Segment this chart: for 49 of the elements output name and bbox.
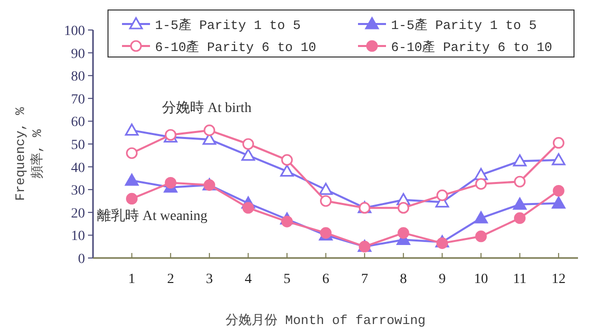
point <box>475 230 487 242</box>
y-tick-label: 50 <box>71 138 85 153</box>
legend-label: 1-5產 Parity 1 to 5 <box>391 18 537 33</box>
point <box>320 195 332 207</box>
y-tick-label: 60 <box>71 115 85 130</box>
legend-label: 1-5產 Parity 1 to 5 <box>155 18 301 33</box>
point <box>436 190 448 202</box>
point <box>241 148 255 161</box>
point <box>514 212 526 224</box>
point <box>126 192 138 205</box>
point <box>552 184 564 197</box>
point <box>436 237 448 249</box>
point <box>552 137 564 149</box>
point <box>474 211 488 224</box>
y-tick-label: 80 <box>71 70 85 85</box>
point <box>319 182 333 195</box>
x-axis-title: 分娩月份 Month of farrowing <box>225 313 426 328</box>
point <box>513 198 527 210</box>
point <box>552 153 566 166</box>
y-tick-label: 0 <box>78 252 85 267</box>
point <box>398 227 410 239</box>
point <box>281 216 293 228</box>
point <box>242 138 254 150</box>
point <box>125 174 139 186</box>
y-tick-label: 20 <box>71 206 85 222</box>
y-axis-title: Frequency, % 頻率, % <box>13 107 45 201</box>
legend-label: 6-10產 Parity 6 to 10 <box>155 40 316 55</box>
legend-label: 6-10產 Parity 6 to 10 <box>391 40 552 55</box>
y-tick-label: 100 <box>64 24 85 39</box>
annotation: 離乳時 At weaning <box>97 208 208 224</box>
point <box>164 176 176 189</box>
point <box>398 202 410 214</box>
point <box>280 164 294 177</box>
y-tick-label: 30 <box>71 184 85 199</box>
annotation: 分娩時 At birth <box>162 100 252 116</box>
point <box>475 178 487 190</box>
point <box>513 154 527 166</box>
point <box>474 168 488 180</box>
point <box>514 176 526 188</box>
point <box>125 124 139 136</box>
y-tick-label: 40 <box>71 160 85 176</box>
point <box>281 154 293 166</box>
point <box>204 124 216 136</box>
point <box>552 196 566 209</box>
y-tick-label: 90 <box>71 46 85 62</box>
y-tick-label: 70 <box>71 92 85 108</box>
y-tick-label: 10 <box>71 229 85 244</box>
point <box>126 147 138 159</box>
point <box>242 202 254 214</box>
